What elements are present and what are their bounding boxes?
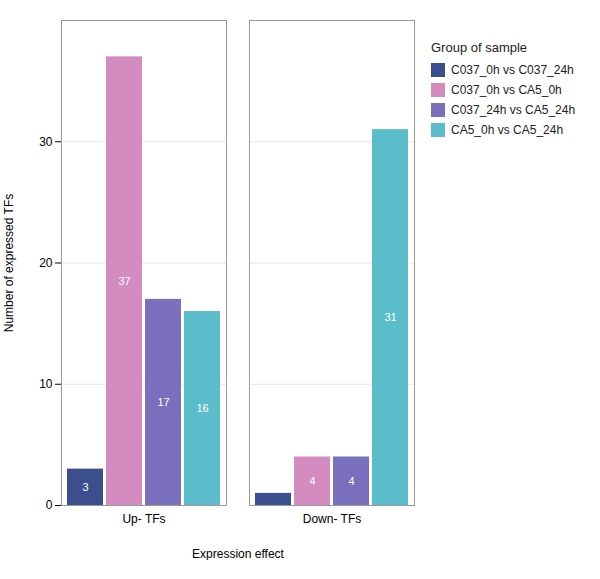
svg-text:0: 0 (46, 498, 53, 512)
svg-text:30: 30 (39, 135, 53, 149)
svg-text:4: 4 (309, 475, 315, 487)
svg-text:17: 17 (157, 396, 169, 408)
svg-text:Down- TFs: Down- TFs (303, 512, 361, 526)
svg-text:16: 16 (196, 402, 208, 414)
svg-text:3: 3 (82, 481, 88, 493)
svg-text:4: 4 (348, 475, 354, 487)
svg-text:20: 20 (39, 256, 53, 270)
html-text:C037_0h vs C037_24h: C037_0h vs C037_24h (451, 63, 574, 77)
svg-text:37: 37 (118, 275, 130, 287)
svg-text:31: 31 (384, 311, 396, 323)
html-text:C037_0h vs CA5_0h: C037_0h vs CA5_0h (451, 83, 562, 97)
svg-text:Up- TFs: Up- TFs (122, 512, 165, 526)
svg-text:Expression effect: Expression effect (192, 547, 284, 561)
html-text:CA5_0h vs CA5_24h: CA5_0h vs CA5_24h (451, 123, 564, 137)
svg-text:10: 10 (39, 377, 53, 391)
svg-text:Number of expressed TFs: Number of expressed TFs (2, 194, 16, 333)
html-text:C037_24h vs CA5_24h: C037_24h vs CA5_24h (451, 103, 576, 117)
html-text:Group of sample: Group of sample (431, 40, 528, 55)
